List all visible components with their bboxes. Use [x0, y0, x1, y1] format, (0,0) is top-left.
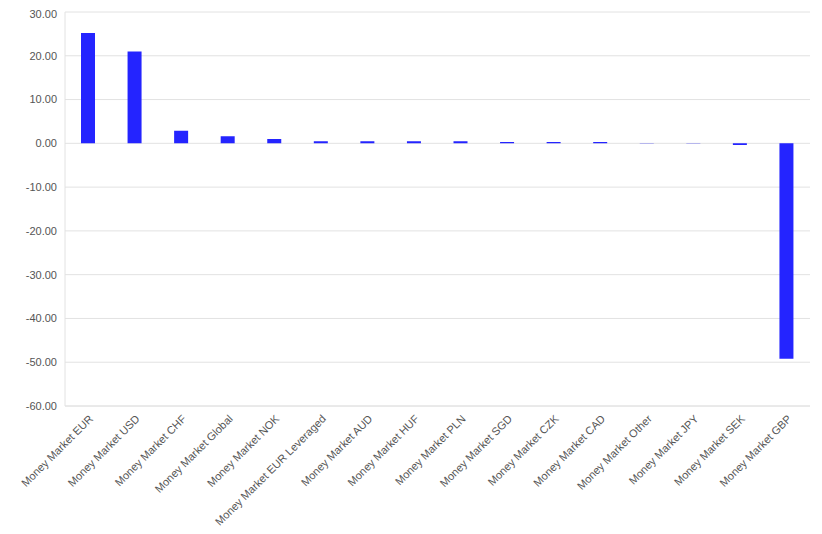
svg-text:-20.00: -20.00 [26, 225, 57, 237]
svg-text:Money Market GBP: Money Market GBP [717, 412, 793, 488]
svg-text:-40.00: -40.00 [26, 312, 57, 324]
svg-text:Money Market NOK: Money Market NOK [204, 412, 282, 490]
svg-text:Money Market CAD: Money Market CAD [531, 412, 608, 489]
svg-text:Money Market SGD: Money Market SGD [437, 412, 515, 490]
svg-text:Money Market Global: Money Market Global [152, 412, 234, 494]
svg-text:Money Market SEK: Money Market SEK [671, 412, 748, 488]
svg-text:10.00: 10.00 [29, 93, 57, 105]
svg-text:Money Market USD: Money Market USD [65, 412, 142, 489]
svg-text:-50.00: -50.00 [26, 356, 57, 368]
svg-text:Money Market AUD: Money Market AUD [298, 412, 375, 489]
svg-text:Money Market EUR: Money Market EUR [18, 412, 96, 489]
svg-text:20.00: 20.00 [29, 50, 57, 62]
svg-text:-30.00: -30.00 [26, 269, 57, 281]
svg-text:-10.00: -10.00 [26, 181, 57, 193]
svg-text:Money Market PLN: Money Market PLN [392, 412, 468, 488]
svg-text:Money Market HUF: Money Market HUF [345, 412, 422, 489]
svg-text:-60.00: -60.00 [26, 400, 57, 412]
svg-text:Money Market JPY: Money Market JPY [626, 412, 701, 487]
svg-text:30.00: 30.00 [29, 8, 57, 20]
svg-text:0.00: 0.00 [36, 137, 57, 149]
svg-text:Money Market CZK: Money Market CZK [485, 412, 561, 488]
svg-text:Money Market Other: Money Market Other [575, 412, 655, 492]
svg-text:Money Market CHF: Money Market CHF [112, 412, 189, 489]
